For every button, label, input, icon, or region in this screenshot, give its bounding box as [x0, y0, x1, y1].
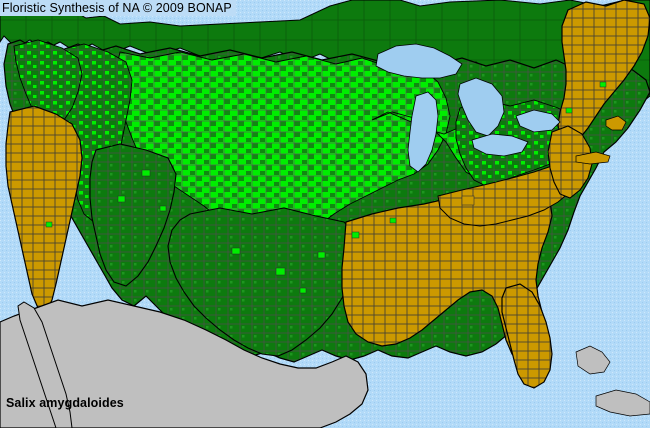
- lake-michigan: [407, 91, 439, 173]
- coast-cape-cod: [605, 115, 627, 131]
- region-southern-plains: [167, 207, 361, 357]
- region-california: [5, 105, 83, 313]
- region-bahamas: [575, 345, 611, 375]
- region-mid-atlantic: [547, 125, 593, 199]
- region-baja-california: [17, 301, 73, 428]
- region-new-england: [557, 0, 650, 145]
- region-florida: [501, 283, 553, 389]
- region-cuba: [595, 389, 650, 417]
- county-gold-island: [461, 195, 475, 206]
- lake-erie: [471, 133, 529, 157]
- species-name-label: Salix amygdaloides: [6, 396, 124, 410]
- lake-huron: [457, 77, 505, 137]
- region-mexico: [0, 299, 369, 428]
- lake-superior: [375, 43, 463, 79]
- map-title: Floristic Synthesis of NA © 2009 BONAP: [0, 0, 236, 16]
- scattered-present-counties: [45, 81, 607, 294]
- lake-ontario: [515, 109, 561, 133]
- region-appalachian-gold: [437, 159, 579, 227]
- coast-long-island: [575, 151, 611, 165]
- region-southwest: [89, 143, 177, 287]
